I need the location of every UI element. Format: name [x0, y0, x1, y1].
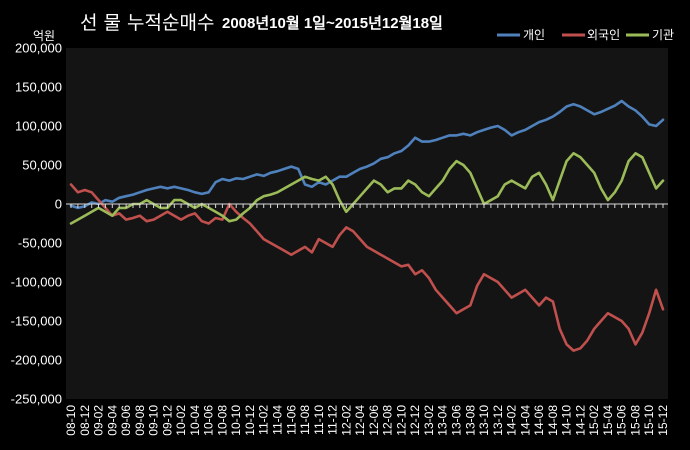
x-tick-label: 09-06	[119, 405, 133, 436]
x-tick-label: 10-12	[243, 405, 257, 436]
x-tick-label: 09-02	[92, 405, 106, 436]
x-tick-label: 15-12	[656, 405, 670, 436]
foreign-series-line	[69, 183, 665, 352]
x-tick-label: 11-12	[326, 405, 340, 435]
x-tick-label: 09-08	[133, 405, 147, 436]
x-tick-label: 10-06	[202, 405, 216, 436]
x-tick-label: 15-10	[642, 405, 656, 436]
x-tick-label: 15-06	[615, 405, 629, 436]
y-tick-label: -250,000	[11, 392, 62, 407]
legend-item-institution: 기관	[626, 28, 674, 42]
x-tick-label: 13-12	[491, 405, 505, 436]
x-tick-label: 12-10	[394, 405, 408, 436]
x-tick-label: 14-06	[532, 405, 546, 436]
x-tick-label: 13-10	[477, 405, 491, 436]
x-tick-label: 11-04	[271, 405, 285, 435]
x-tick-label: 12-04	[353, 405, 367, 436]
chart-subtitle: 2008년10월 1일~2015년12월18일	[222, 15, 443, 32]
institution-series-line	[69, 152, 665, 225]
y-tick-label: 50,000	[22, 158, 62, 173]
series-lines	[69, 99, 665, 352]
y-tick-label: 150,000	[15, 80, 62, 95]
y-tick-label: -100,000	[11, 275, 62, 290]
x-tick-label: 14-04	[518, 405, 532, 436]
y-tick-label: 200,000	[15, 41, 62, 56]
chart-title: 선 물 누적순매수	[80, 12, 214, 34]
legend-item-foreign: 외국인	[562, 28, 620, 42]
x-tick-label: 12-06	[367, 405, 381, 436]
x-tick-label: 14-12	[573, 405, 587, 436]
y-tick-label: 0	[55, 197, 62, 212]
x-tick-label: 09-12	[160, 405, 174, 436]
x-tick-label: 14-02	[505, 405, 519, 436]
x-tick-label: 12-02	[339, 405, 353, 436]
x-tick-label: 08-12	[78, 405, 92, 436]
individual-series-line	[69, 99, 665, 210]
y-axis-tick-labels: 200,000 150,000 100,000 50,000 0 -50,000 -100,…	[11, 41, 62, 407]
y-tick-label: 100,000	[15, 119, 62, 134]
x-tick-label: 10-04	[188, 405, 202, 436]
x-tick-label: 11-10	[312, 405, 326, 435]
x-tick-label: 13-06	[450, 405, 464, 436]
x-tick-label: 09-04	[105, 405, 119, 436]
x-tick-label: 11-06	[284, 405, 298, 435]
x-tick-label: 13-04	[436, 405, 450, 436]
legend: 개인 외국인 기관	[497, 28, 674, 42]
legend-label-institution: 기관	[652, 28, 674, 42]
x-tick-label: 10-10	[229, 405, 243, 436]
x-tick-label: 14-08	[546, 405, 560, 436]
y-tick-label: -150,000	[11, 314, 62, 329]
x-tick-label: 12-08	[381, 405, 395, 436]
x-tick-label: 08-10	[64, 405, 78, 436]
legend-label-foreign: 외국인	[587, 28, 620, 42]
y-axis-unit-label: 억원	[33, 29, 55, 43]
x-axis	[66, 203, 668, 208]
x-tick-label: 10-02	[174, 405, 188, 436]
x-tick-label: 15-08	[629, 405, 643, 436]
x-tick-label: 11-02	[257, 405, 271, 435]
x-tick-label: 13-02	[422, 405, 436, 436]
x-tick-label: 15-04	[601, 405, 615, 436]
y-tick-label: -50,000	[18, 236, 62, 251]
x-tick-label: 12-12	[408, 405, 422, 436]
y-tick-label: -200,000	[11, 353, 62, 368]
x-tick-label: 13-08	[463, 405, 477, 436]
x-axis-tick-labels: 08-10 08-12 09-02 09-04 09-06 09-08 09-10 09-12…	[64, 405, 670, 436]
legend-label-individual: 개인	[523, 28, 545, 42]
x-tick-label: 10-08	[215, 405, 229, 436]
x-tick-label: 14-10	[560, 405, 574, 436]
legend-item-individual: 개인	[497, 28, 545, 42]
x-axis-tick-marks	[70, 204, 664, 208]
x-tick-label: 11-08	[298, 405, 312, 435]
x-tick-label: 15-02	[587, 405, 601, 436]
plot-area	[66, 48, 668, 399]
x-tick-label: 09-10	[147, 405, 161, 436]
